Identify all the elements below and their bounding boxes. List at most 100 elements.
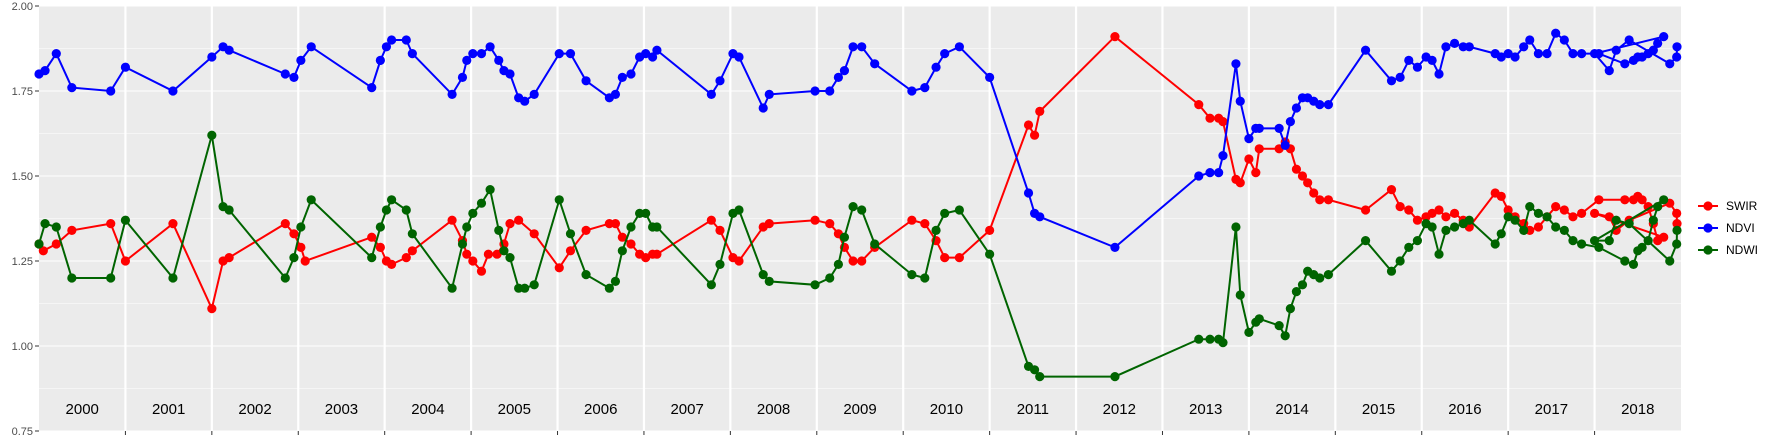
- point-swir: [1297, 171, 1308, 181]
- point-ndvi: [1624, 35, 1634, 45]
- point-ndvi: [168, 86, 178, 96]
- point-swir: [617, 232, 627, 242]
- point-swir: [300, 256, 310, 266]
- point-swir: [1568, 212, 1578, 222]
- point-ndvi: [1659, 31, 1669, 42]
- point-swir: [1604, 212, 1614, 222]
- legend-label: SWIR: [1726, 199, 1758, 213]
- point-swir: [462, 249, 472, 259]
- point-ndwi: [848, 202, 858, 212]
- point-ndvi: [401, 35, 411, 45]
- point-ndwi: [1427, 222, 1437, 232]
- point-ndvi: [641, 49, 651, 59]
- point-swir: [810, 215, 820, 225]
- point-swir: [1427, 208, 1437, 218]
- point-ndvi: [706, 89, 716, 99]
- point-swir: [1029, 130, 1040, 140]
- point-swir: [1205, 113, 1215, 123]
- point-swir: [985, 225, 995, 235]
- point-ndvi: [954, 42, 964, 52]
- point-swir: [652, 249, 662, 259]
- point-swir: [940, 253, 950, 263]
- point-ndwi: [1315, 273, 1325, 283]
- point-swir: [857, 256, 867, 266]
- point-swir: [715, 225, 725, 235]
- y-tick-label: 0.75: [12, 426, 33, 438]
- point-ndwi: [734, 205, 744, 215]
- point-ndwi: [1395, 256, 1405, 266]
- point-swir: [920, 219, 930, 229]
- point-ndwi: [554, 195, 564, 205]
- point-ndwi: [920, 273, 930, 283]
- point-ndwi: [1235, 290, 1245, 300]
- point-swir: [1637, 195, 1647, 205]
- point-ndwi: [1559, 225, 1569, 235]
- point-ndvi: [1323, 100, 1334, 110]
- point-ndwi: [1434, 249, 1444, 259]
- year-label: 2018: [1621, 401, 1654, 418]
- point-ndvi: [520, 96, 530, 106]
- point-ndvi: [857, 42, 867, 52]
- point-ndvi: [833, 72, 843, 82]
- point-swir: [1594, 195, 1604, 205]
- point-ndwi: [1611, 215, 1621, 225]
- point-ndwi: [40, 219, 50, 229]
- point-swir: [296, 242, 306, 252]
- point-ndvi: [407, 49, 417, 59]
- point-swir: [554, 263, 564, 273]
- point-ndwi: [529, 280, 539, 290]
- point-ndwi: [758, 270, 768, 280]
- point-swir: [1323, 195, 1334, 205]
- point-swir: [1434, 205, 1444, 215]
- point-ndvi: [106, 86, 116, 96]
- point-ndwi: [940, 208, 950, 218]
- point-ndwi: [1594, 242, 1604, 252]
- point-ndvi: [1672, 42, 1682, 52]
- year-label: 2004: [411, 401, 444, 418]
- point-ndwi: [494, 225, 504, 235]
- point-ndvi: [1023, 188, 1034, 198]
- point-swir: [907, 215, 917, 225]
- point-ndwi: [985, 249, 995, 259]
- point-swir: [610, 219, 621, 229]
- point-ndvi: [457, 72, 468, 82]
- point-ndvi: [1395, 72, 1405, 82]
- point-ndvi: [848, 42, 858, 52]
- point-swir: [706, 215, 716, 225]
- point-ndvi: [375, 55, 385, 65]
- point-ndwi: [1360, 236, 1371, 246]
- year-label: 2001: [152, 401, 185, 418]
- point-swir: [734, 256, 744, 266]
- point-ndwi: [626, 222, 636, 232]
- point-swir: [1589, 208, 1600, 218]
- point-ndvi: [758, 103, 768, 113]
- point-ndvi: [715, 76, 725, 86]
- point-ndvi: [1404, 55, 1414, 65]
- point-ndwi: [1205, 334, 1215, 344]
- point-ndvi: [476, 49, 487, 59]
- y-tick-label: 1.75: [12, 86, 33, 98]
- point-ndwi: [610, 276, 621, 286]
- point-swir: [168, 219, 178, 229]
- point-ndwi: [1404, 242, 1414, 252]
- point-ndwi: [207, 130, 217, 140]
- point-ndvi: [296, 55, 306, 65]
- point-ndwi: [1464, 215, 1474, 225]
- point-ndwi: [1542, 212, 1552, 222]
- point-swir: [51, 239, 61, 249]
- point-ndvi: [289, 72, 299, 82]
- point-ndwi: [764, 276, 774, 286]
- legend-key-point: [1703, 245, 1713, 255]
- point-ndwi: [1280, 331, 1290, 341]
- year-label: 2000: [66, 401, 99, 418]
- legend-label: NDWI: [1726, 243, 1758, 257]
- point-swir: [1303, 178, 1313, 188]
- point-swir: [825, 219, 835, 229]
- point-ndwi: [67, 273, 77, 283]
- point-ndwi: [581, 270, 591, 280]
- point-ndwi: [1665, 256, 1675, 266]
- y-axis: 0.75 1.00 1.25 1.50 1.75 2.00: [12, 1, 1596, 438]
- point-swir: [581, 225, 591, 235]
- point-swir: [1254, 144, 1264, 154]
- point-ndvi: [447, 89, 457, 99]
